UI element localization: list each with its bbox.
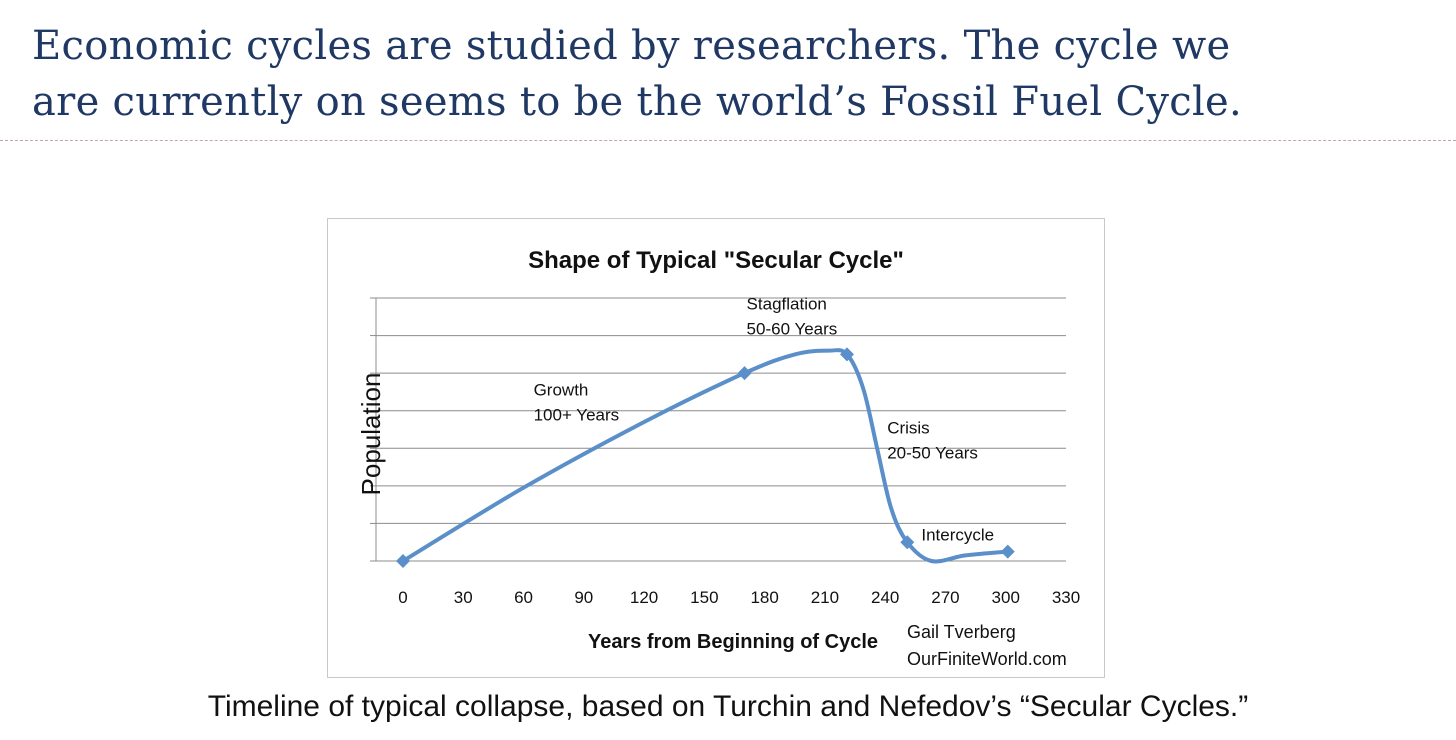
slide-title-line-1: Economic cycles are studied by researche… [32,23,1231,69]
slide-title-line-2: are currently on seems to be the world’s… [32,79,1243,125]
data-point-marker [737,366,752,381]
x-tick-label: 180 [750,588,778,607]
data-point-marker [840,347,855,362]
phase-annotation-duration: 20-50 Years [887,443,978,462]
slide-title: Economic cycles are studied by researche… [32,18,1442,130]
slide-caption: Timeline of typical collapse, based on T… [207,690,1249,723]
x-axis-label: Years from Beginning of Cycle [588,631,878,653]
x-tick-label: 150 [690,588,718,607]
x-tick-label: 210 [811,588,839,607]
phase-annotation-title: Stagflation [747,294,827,313]
phase-annotation-duration: 100+ Years [534,406,620,425]
x-tick-label: 120 [630,588,658,607]
x-tick-label: 240 [871,588,899,607]
data-point-marker [396,554,410,568]
x-tick-label: 60 [514,588,533,607]
data-point-marker [900,535,915,550]
x-tick-label: 270 [931,588,959,607]
x-tick-label: 0 [398,588,407,607]
data-point-marker [1000,544,1015,559]
chart-credit-author: Gail Tverberg [907,622,1016,642]
x-tick-label: 330 [1052,588,1080,607]
phase-annotation-title: Intercycle [921,525,994,544]
x-tick-label: 90 [574,588,593,607]
title-divider [0,140,1456,141]
chart-grid [376,297,1066,524]
phase-annotation-title: Growth [534,381,589,400]
x-tick-label: 300 [992,588,1020,607]
chart-axes: 0 30 60 90 120 150 180 210 240 270 300 330 [370,297,1080,607]
phase-annotation-duration: 50-60 Years [747,319,838,338]
chart-title: Shape of Typical "Secular Cycle" [528,247,904,274]
chart-series [396,347,1015,568]
y-axis-label: Population [356,373,386,496]
chart-credit-site: OurFiniteWorld.com [907,649,1067,669]
phase-annotation-title: Crisis [887,418,930,437]
chart-labels: Shape of Typical "Secular Cycle" Populati… [356,247,1067,669]
x-tick-label: 30 [454,588,473,607]
